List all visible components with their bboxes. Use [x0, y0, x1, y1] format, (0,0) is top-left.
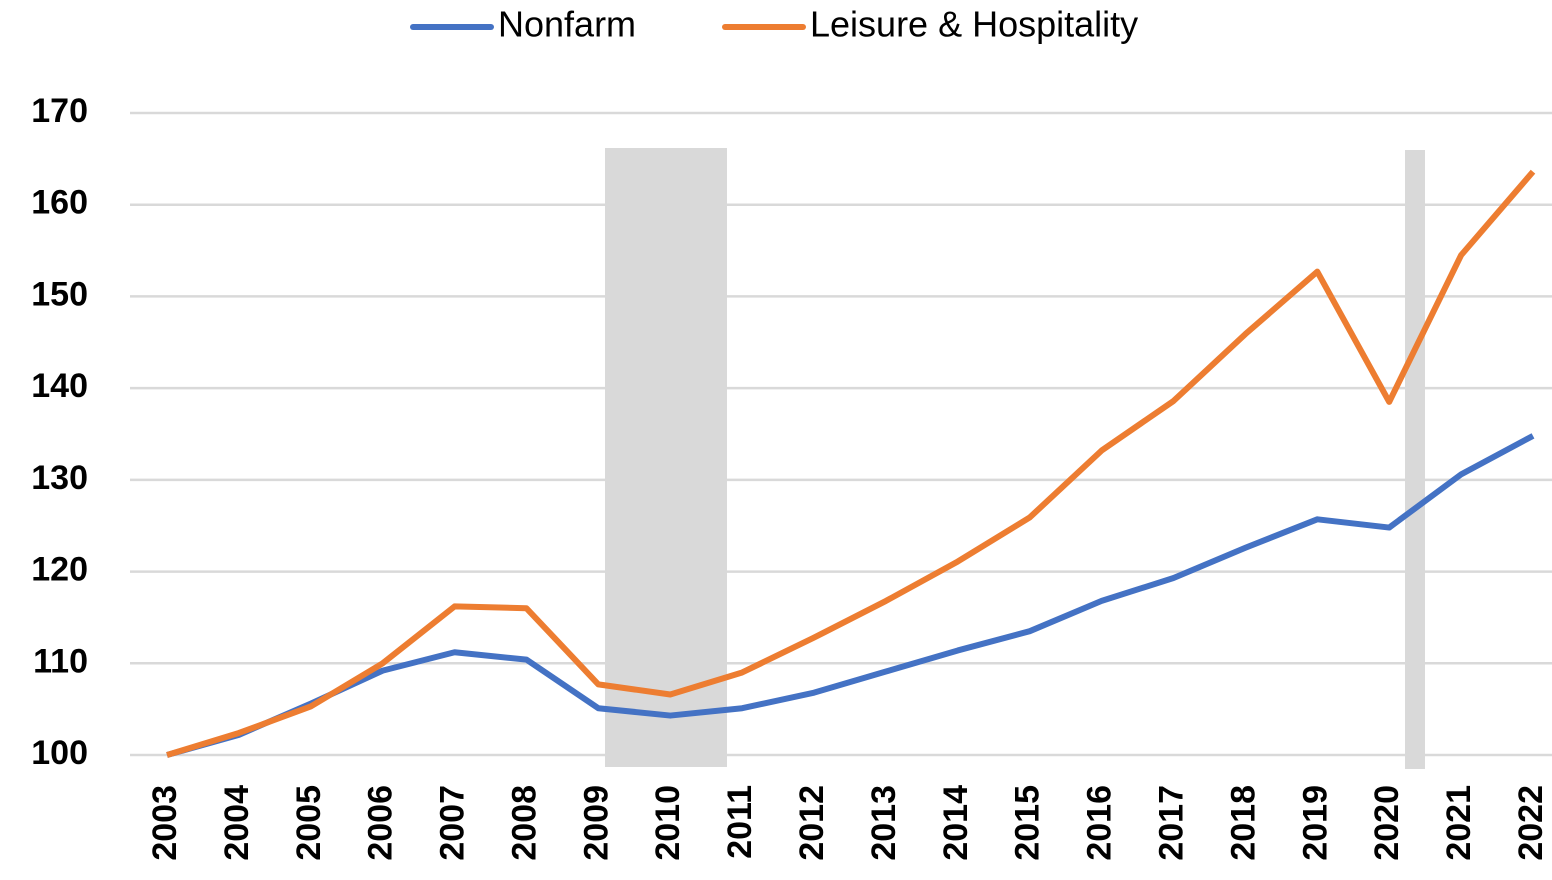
x-tick-label: 2012 — [793, 785, 831, 861]
x-tick-label: 2005 — [290, 785, 328, 861]
legend-label: Leisure & Hospitality — [810, 4, 1138, 45]
x-tick-label: 2013 — [865, 785, 903, 861]
x-tick-label: 2004 — [218, 785, 256, 861]
x-tick-label: 2010 — [649, 785, 687, 861]
x-tick-label: 2009 — [577, 785, 615, 861]
legend-label: Nonfarm — [498, 4, 636, 45]
series-line — [166, 433, 1535, 758]
recession-shade — [605, 148, 727, 767]
x-tick-label: 2006 — [362, 785, 400, 861]
y-tick-label: 120 — [31, 551, 88, 589]
y-tick-label: 100 — [31, 734, 88, 772]
x-tick-label: 2016 — [1081, 785, 1119, 861]
x-tick-label: 2020 — [1368, 785, 1406, 861]
series-line — [166, 169, 1536, 758]
x-tick-label: 2015 — [1009, 785, 1047, 861]
x-tick-label: 2021 — [1440, 785, 1478, 861]
y-tick-label: 140 — [31, 367, 88, 405]
y-tick-label: 110 — [33, 642, 88, 680]
y-tick-label: 160 — [31, 184, 88, 222]
recession-shade — [1405, 150, 1425, 769]
x-tick-label: 2014 — [937, 785, 975, 861]
y-tick-label: 150 — [31, 275, 88, 313]
x-tick-label: 2022 — [1512, 785, 1550, 861]
x-tick-label: 2011 — [721, 785, 759, 859]
y-tick-label: 170 — [31, 92, 88, 130]
x-tick-label: 2017 — [1153, 785, 1191, 861]
x-tick-label: 2008 — [505, 785, 543, 861]
y-tick-label: 130 — [31, 459, 88, 497]
x-tick-label: 2019 — [1296, 785, 1334, 861]
x-tick-label: 2018 — [1224, 785, 1262, 861]
x-tick-label: 2007 — [434, 785, 472, 861]
x-tick-label: 2003 — [146, 785, 184, 861]
